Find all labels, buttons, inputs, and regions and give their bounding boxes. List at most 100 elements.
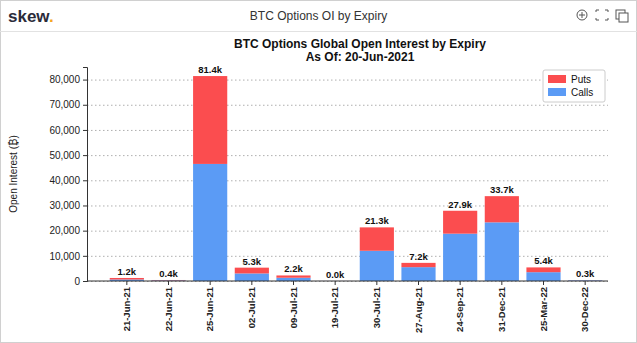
y-tick-mark <box>83 205 87 206</box>
legend-box <box>543 70 605 102</box>
x-tick-label: 30-Jul-21 <box>371 286 382 328</box>
y-tick-mark <box>83 105 87 106</box>
x-tick-label: 09-Jul-21 <box>288 286 299 328</box>
series-calls <box>110 164 603 281</box>
x-tick-mark <box>418 281 419 285</box>
x-tick-mark <box>501 281 502 285</box>
x-tick-mark <box>293 281 294 285</box>
bar-segment <box>360 251 394 281</box>
x-axis-line <box>87 281 608 282</box>
legend: PutsCalls <box>543 70 605 102</box>
x-tick: 21-Jun-21 <box>121 281 132 331</box>
bar-segment <box>401 263 435 267</box>
y-tick-label: 50,000 <box>49 150 80 161</box>
y-tick: 40,000 <box>49 175 87 186</box>
x-axis: 21-Jun-21 22-Jun-21 25-Jun-21 02-Jul-21 09-J… <box>87 281 608 333</box>
bar-segment <box>276 275 310 277</box>
y-axis: 010,00020,00030,00040,00050,00060,00070,… <box>49 68 87 287</box>
data-label: 0.4k <box>159 268 178 279</box>
y-tick-label: 80,000 <box>49 74 80 85</box>
bar-segment <box>526 272 560 281</box>
y-tick: 70,000 <box>49 99 87 110</box>
y-tick-mark <box>83 256 87 257</box>
x-tick: 27-Aug-21 <box>413 281 424 333</box>
y-axis-line <box>83 68 88 282</box>
x-tick-label: 30-Dec-22 <box>579 287 590 332</box>
grid-line <box>87 80 608 81</box>
icon-popout-inner[interactable] <box>619 13 628 22</box>
grid-line <box>87 205 608 206</box>
x-tick-mark <box>460 281 461 285</box>
x-tick: 22-Jun-21 <box>163 281 174 331</box>
legend-swatch <box>548 75 566 83</box>
logo: skew. <box>8 7 54 26</box>
x-tick-mark <box>168 281 169 285</box>
bar-segment <box>443 211 477 234</box>
x-tick-mark <box>585 281 586 285</box>
panel-frame <box>1 1 637 343</box>
data-label: 0.3k <box>576 268 595 279</box>
y-tick-label: 20,000 <box>49 225 80 236</box>
data-label: 1.2k <box>118 266 137 277</box>
x-tick: 31-Dec-21 <box>496 281 507 332</box>
y-tick: 20,000 <box>49 225 87 236</box>
y-tick: 80,000 <box>49 74 87 85</box>
data-labels: 1.2k0.4k81.4k5.3k2.2k0.0k21.3k7.2k27.9k3… <box>118 64 596 280</box>
y-axis-title: Open Interest (₿) <box>8 135 19 212</box>
x-tick: 19-Jul-21 <box>329 281 340 328</box>
x-tick: 30-Jul-21 <box>371 281 382 328</box>
grid-line <box>87 105 608 106</box>
x-tick-label: 21-Jun-21 <box>121 286 132 331</box>
x-tick-mark <box>376 281 377 285</box>
bar-segment <box>193 164 227 281</box>
x-tick-label: 19-Jul-21 <box>329 286 340 328</box>
bars <box>110 76 603 281</box>
grid <box>87 80 608 281</box>
grid-line <box>87 281 608 282</box>
y-tick-mark <box>83 155 87 156</box>
grid-line <box>87 180 608 181</box>
data-label: 81.4k <box>198 64 222 75</box>
y-tick-mark <box>83 180 87 181</box>
x-tick: 25-Jun-21 <box>204 281 215 331</box>
icon-zoom-plus[interactable] <box>579 12 585 18</box>
data-label: 2.2k <box>284 263 303 274</box>
x-tick-mark <box>126 281 127 285</box>
data-label: 33.7k <box>490 184 514 195</box>
y-tick: 30,000 <box>49 200 87 211</box>
legend-label: Calls <box>571 87 593 98</box>
bar-segment <box>235 268 269 274</box>
bar-segment <box>401 267 435 281</box>
y-tick-mark <box>83 281 87 282</box>
bar-segment <box>193 76 227 164</box>
icon-zoom[interactable] <box>577 10 587 20</box>
x-tick-label: 31-Dec-21 <box>496 286 507 332</box>
chart-subtitle: As Of: 20-Jun-2021 <box>306 50 415 64</box>
y-tick-mark <box>83 130 87 131</box>
data-label: 0.0k <box>326 269 345 280</box>
y-tick-mark <box>83 231 87 232</box>
page: skew.BTC Options OI by ExpiryBTC Options… <box>0 0 637 343</box>
grid-line <box>87 231 608 232</box>
y-tick-label: 60,000 <box>49 125 80 136</box>
y-tick-label: 0 <box>74 276 80 287</box>
y-tick-label: 30,000 <box>49 200 80 211</box>
grid-line <box>87 155 608 156</box>
chart-title: BTC Options Global Open Interest by Expi… <box>234 37 486 51</box>
x-tick: 25-Mar-22 <box>538 281 549 331</box>
x-tick-label: 02-Jul-21 <box>246 286 257 328</box>
x-tick-mark <box>335 281 336 285</box>
bar-segment <box>443 234 477 281</box>
bar-segment <box>235 273 269 281</box>
x-tick-mark <box>210 281 211 285</box>
bar-segment <box>485 196 519 222</box>
y-tick-label: 40,000 <box>49 175 80 186</box>
data-label: 21.3k <box>365 215 389 226</box>
x-tick-mark <box>543 281 544 285</box>
x-tick-label: 22-Jun-21 <box>163 286 174 331</box>
x-tick-label: 24-Sep-21 <box>454 286 465 332</box>
bar-segment <box>360 227 394 250</box>
header-icons[interactable] <box>577 10 628 22</box>
icon-expand[interactable] <box>596 10 608 20</box>
grid-line <box>87 130 608 131</box>
